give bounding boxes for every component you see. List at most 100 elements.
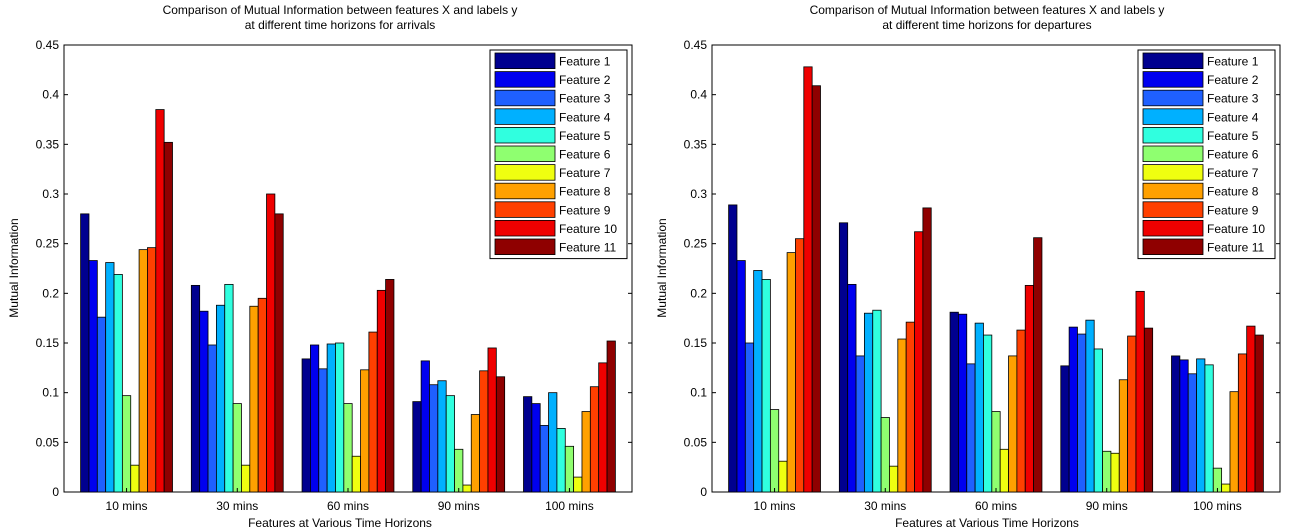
legend-swatch — [494, 201, 556, 218]
bar — [351, 455, 361, 493]
bar — [922, 207, 932, 493]
bar — [1254, 334, 1264, 493]
departures-chart: Comparison of Mutual Information between… — [655, 3, 1281, 530]
legend-label: Feature 9 — [1207, 203, 1259, 217]
plot-area: 0 0.05 0.1 0.15 0.2 0.25 0.3 0.35 0.4 0.45 10 mins… — [684, 38, 1281, 513]
bar — [539, 425, 549, 493]
y-tick-label: 0.35 — [36, 137, 60, 151]
bar — [1077, 333, 1087, 493]
legend-swatch — [494, 89, 556, 107]
x-tick-label: 100 mins — [1193, 499, 1242, 513]
bar — [412, 401, 422, 493]
bar — [163, 141, 173, 493]
legend-label: Feature 6 — [1207, 148, 1259, 162]
y-tick-label: 0.2 — [42, 286, 59, 300]
bar — [573, 476, 583, 493]
bar — [437, 380, 447, 493]
legend-label: Feature 9 — [559, 203, 611, 217]
bar — [266, 193, 276, 493]
legend-label: Feature 1 — [559, 55, 611, 69]
bar — [224, 283, 234, 493]
legend-swatch — [1142, 238, 1204, 256]
legend-label: Feature 6 — [559, 148, 611, 162]
bar — [88, 260, 98, 493]
bar — [462, 484, 472, 493]
y-tick-label: 0.1 — [42, 386, 59, 400]
bar — [999, 448, 1009, 493]
bar — [155, 109, 165, 493]
bar — [949, 311, 959, 493]
legend-label: Feature 3 — [559, 92, 611, 106]
legend-label: Feature 8 — [559, 185, 611, 199]
bar — [769, 409, 780, 493]
bar — [130, 464, 140, 493]
bar — [1016, 329, 1026, 493]
bar — [847, 283, 857, 493]
y-axis-label: Mutual Information — [7, 218, 21, 317]
bar — [598, 362, 608, 493]
x-tick-label: 100 mins — [545, 499, 594, 513]
legend-label: Feature 4 — [559, 110, 611, 124]
plot-area: 0 0.05 0.1 0.15 0.2 0.25 0.3 0.35 0.4 0.45 10 mins… — [36, 38, 633, 513]
y-tick-label: 0.45 — [36, 38, 60, 52]
x-tick-label: 10 mins — [106, 499, 148, 513]
legend-label: Feature 11 — [1207, 241, 1264, 255]
legend-swatch — [1142, 164, 1204, 181]
bar — [199, 310, 209, 493]
bar — [838, 222, 849, 493]
y-tick-label: 0.1 — [690, 386, 707, 400]
legend-swatch — [1142, 71, 1204, 88]
bar — [138, 249, 148, 493]
y-tick-label: 0.25 — [684, 237, 708, 251]
legend-label: Feature 7 — [559, 166, 611, 180]
bar — [495, 376, 506, 493]
bar — [1229, 391, 1239, 493]
legend-swatch — [494, 145, 556, 163]
bar — [1127, 335, 1137, 493]
y-tick-label: 0.05 — [684, 435, 708, 449]
bar — [811, 85, 821, 493]
x-tick-label: 60 mins — [975, 499, 1017, 513]
bar — [105, 262, 115, 493]
legend-swatch — [494, 127, 556, 144]
bar — [564, 445, 575, 493]
bar — [1008, 355, 1018, 493]
bar — [983, 334, 993, 493]
legend-swatch — [494, 238, 556, 256]
bar — [360, 369, 370, 493]
x-tick-label: 30 mins — [216, 499, 258, 513]
bar — [368, 331, 378, 493]
bar — [376, 289, 386, 493]
bar — [335, 342, 345, 493]
bar — [1204, 364, 1214, 493]
bar — [1179, 359, 1189, 493]
legend-swatch — [494, 164, 556, 181]
bar — [897, 338, 907, 493]
x-tick-label: 10 mins — [754, 499, 796, 513]
bar — [872, 309, 882, 493]
bar — [249, 305, 259, 493]
legend-swatch — [494, 108, 556, 125]
bar — [343, 403, 353, 493]
y-tick-label: 0 — [700, 485, 707, 499]
x-axis-label: Features at Various Time Horizons — [248, 516, 432, 530]
bar — [728, 204, 738, 493]
bar — [445, 395, 455, 493]
bar — [1135, 290, 1145, 493]
bar — [736, 260, 746, 493]
legend-label: Feature 4 — [1207, 110, 1259, 124]
bar — [991, 411, 1001, 493]
legend-swatch — [1142, 108, 1204, 125]
legend-swatch — [1142, 201, 1204, 218]
bar — [1171, 355, 1181, 493]
y-tick-label: 0.3 — [690, 187, 707, 201]
chart-title: Comparison of Mutual Information between… — [163, 3, 518, 17]
x-axis-label: Features at Various Time Horizons — [895, 516, 1079, 530]
chart-subtitle: at different time horizons for arrivals — [245, 18, 436, 32]
x-tick-label: 90 mins — [438, 499, 480, 513]
y-tick-label: 0.35 — [684, 137, 708, 151]
bar — [889, 465, 899, 493]
y-tick-label: 0.4 — [42, 88, 59, 102]
bar — [1246, 325, 1256, 493]
legend-swatch — [494, 71, 556, 88]
